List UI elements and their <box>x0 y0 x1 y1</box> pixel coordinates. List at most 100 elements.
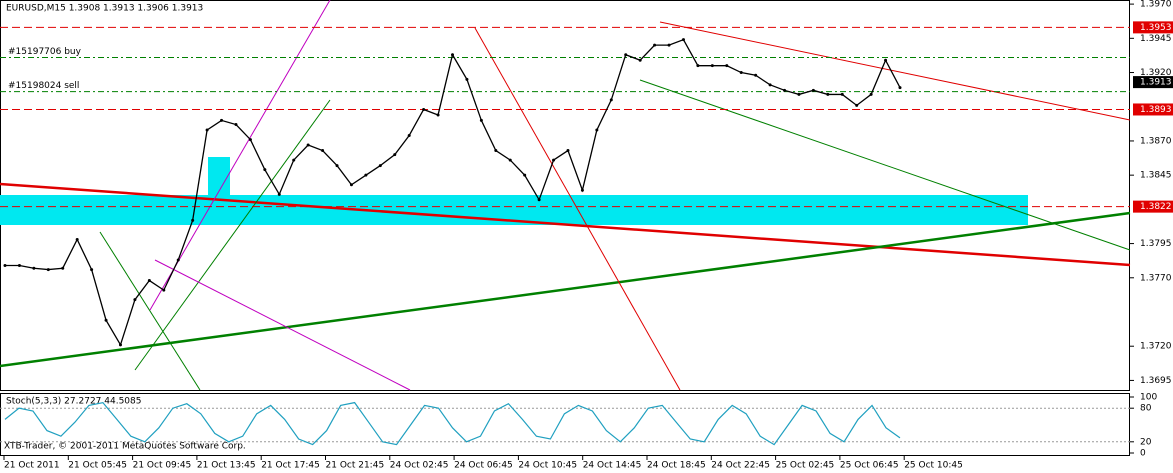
stoch-tick-label: 80 <box>1140 404 1152 414</box>
price-tag <box>1133 76 1173 89</box>
price-point <box>710 64 714 68</box>
price-point <box>681 38 685 42</box>
trendline <box>149 0 331 311</box>
price-point <box>191 218 195 222</box>
price-point <box>147 279 151 283</box>
price-point <box>349 183 353 187</box>
stoch-tick-label: 20 <box>1140 437 1152 447</box>
trendline <box>99 231 201 391</box>
price-point <box>898 86 902 90</box>
price-point <box>696 64 700 68</box>
price-point <box>739 71 743 75</box>
x-tick-label: 21 Oct 05:45 <box>68 461 127 471</box>
x-tick-label: 25 Oct 06:45 <box>840 461 899 471</box>
price-point <box>205 128 209 132</box>
price-point <box>552 158 556 162</box>
price-point <box>783 88 787 92</box>
price-point <box>797 92 801 96</box>
price-point <box>292 158 296 162</box>
price-point <box>811 88 815 92</box>
price-point <box>378 164 382 168</box>
price-point <box>248 138 252 142</box>
zone <box>208 157 230 195</box>
channel <box>659 21 1131 121</box>
price-point <box>17 263 21 267</box>
x-tick-label: 24 Oct 22:45 <box>711 461 770 471</box>
x-tick-label: 24 Oct 18:45 <box>647 461 706 471</box>
stoch-line <box>4 401 901 446</box>
price-tag-label: 1.3913 <box>1140 78 1172 88</box>
price-tag <box>1133 200 1173 213</box>
price-point <box>451 53 454 57</box>
y-tick-label: 1.3695 <box>1140 376 1172 386</box>
price-point <box>494 149 498 153</box>
price-point <box>263 168 267 172</box>
price-point <box>277 192 281 196</box>
chart-header: EURUSD,M15 1.3908 1.3913 1.3906 1.3913 <box>6 4 203 14</box>
price-point <box>768 83 772 87</box>
x-tick-label: 24 Oct 14:45 <box>583 461 642 471</box>
price-point <box>46 268 50 272</box>
price-point <box>667 43 671 47</box>
y-tick-label: 1.3720 <box>1140 342 1172 352</box>
x-tick-label: 21 Oct 21:45 <box>326 461 385 471</box>
price-point <box>609 98 613 102</box>
x-tick-label: 24 Oct 06:45 <box>454 461 513 471</box>
price-point <box>523 173 527 177</box>
copyright: XTB-Trader, © 2001-2011 MetaQuotes Softw… <box>4 442 246 452</box>
stoch-frame <box>0 393 1130 456</box>
trendline <box>0 182 1131 267</box>
price-point <box>321 149 325 153</box>
x-tick-label: 21 Oct 09:45 <box>133 461 192 471</box>
price-point <box>826 92 830 96</box>
price-point <box>335 164 339 168</box>
x-tick-label: 21 Oct 2011 <box>4 461 60 471</box>
y-tick-label: 1.3845 <box>1140 171 1172 181</box>
price-point <box>61 266 65 270</box>
order-label: #15197706 buy <box>8 47 82 57</box>
price-point <box>393 153 397 157</box>
x-tick-label: 25 Oct 02:45 <box>776 461 835 471</box>
price-point <box>465 77 469 81</box>
price-point <box>407 133 411 137</box>
y-tick-label: 1.3870 <box>1140 136 1172 146</box>
price-point <box>220 118 224 122</box>
price-point <box>840 92 844 96</box>
price-point <box>566 149 570 153</box>
trendline <box>474 27 681 391</box>
price-point <box>537 198 541 202</box>
price-point <box>104 318 108 322</box>
price-point <box>508 158 512 162</box>
price-point <box>32 266 36 270</box>
price-tag <box>1133 103 1173 116</box>
price-point <box>234 123 238 127</box>
price-point <box>638 58 642 62</box>
stoch-title: Stoch(5,3,3) 27.2727 44.5085 <box>6 397 141 407</box>
price-tag <box>1133 21 1173 34</box>
x-tick-label: 21 Oct 17:45 <box>261 461 320 471</box>
price-point <box>869 92 873 96</box>
x-tick-label: 24 Oct 10:45 <box>518 461 577 471</box>
x-tick-label: 25 Oct 10:45 <box>904 461 963 471</box>
price-point <box>754 73 758 77</box>
trendline <box>0 211 1131 368</box>
x-tick-label: 24 Oct 02:45 <box>390 461 449 471</box>
price-point <box>162 288 166 292</box>
stoch-tick-label: 0 <box>1140 449 1146 459</box>
y-tick-label: 1.3970 <box>1140 0 1172 10</box>
price-point <box>75 237 79 241</box>
price-point <box>364 173 368 177</box>
price-point <box>855 103 859 107</box>
price-point <box>884 58 888 62</box>
stoch-tick-label: 100 <box>1140 393 1157 403</box>
price-point <box>133 298 137 302</box>
trendline <box>154 259 411 391</box>
price-point <box>118 343 122 347</box>
price-point <box>479 118 483 122</box>
y-tick-label: 1.3920 <box>1140 68 1172 78</box>
price-tag-label: 1.3822 <box>1140 202 1172 212</box>
y-tick-label: 1.3770 <box>1140 273 1172 283</box>
price-point <box>436 113 440 117</box>
